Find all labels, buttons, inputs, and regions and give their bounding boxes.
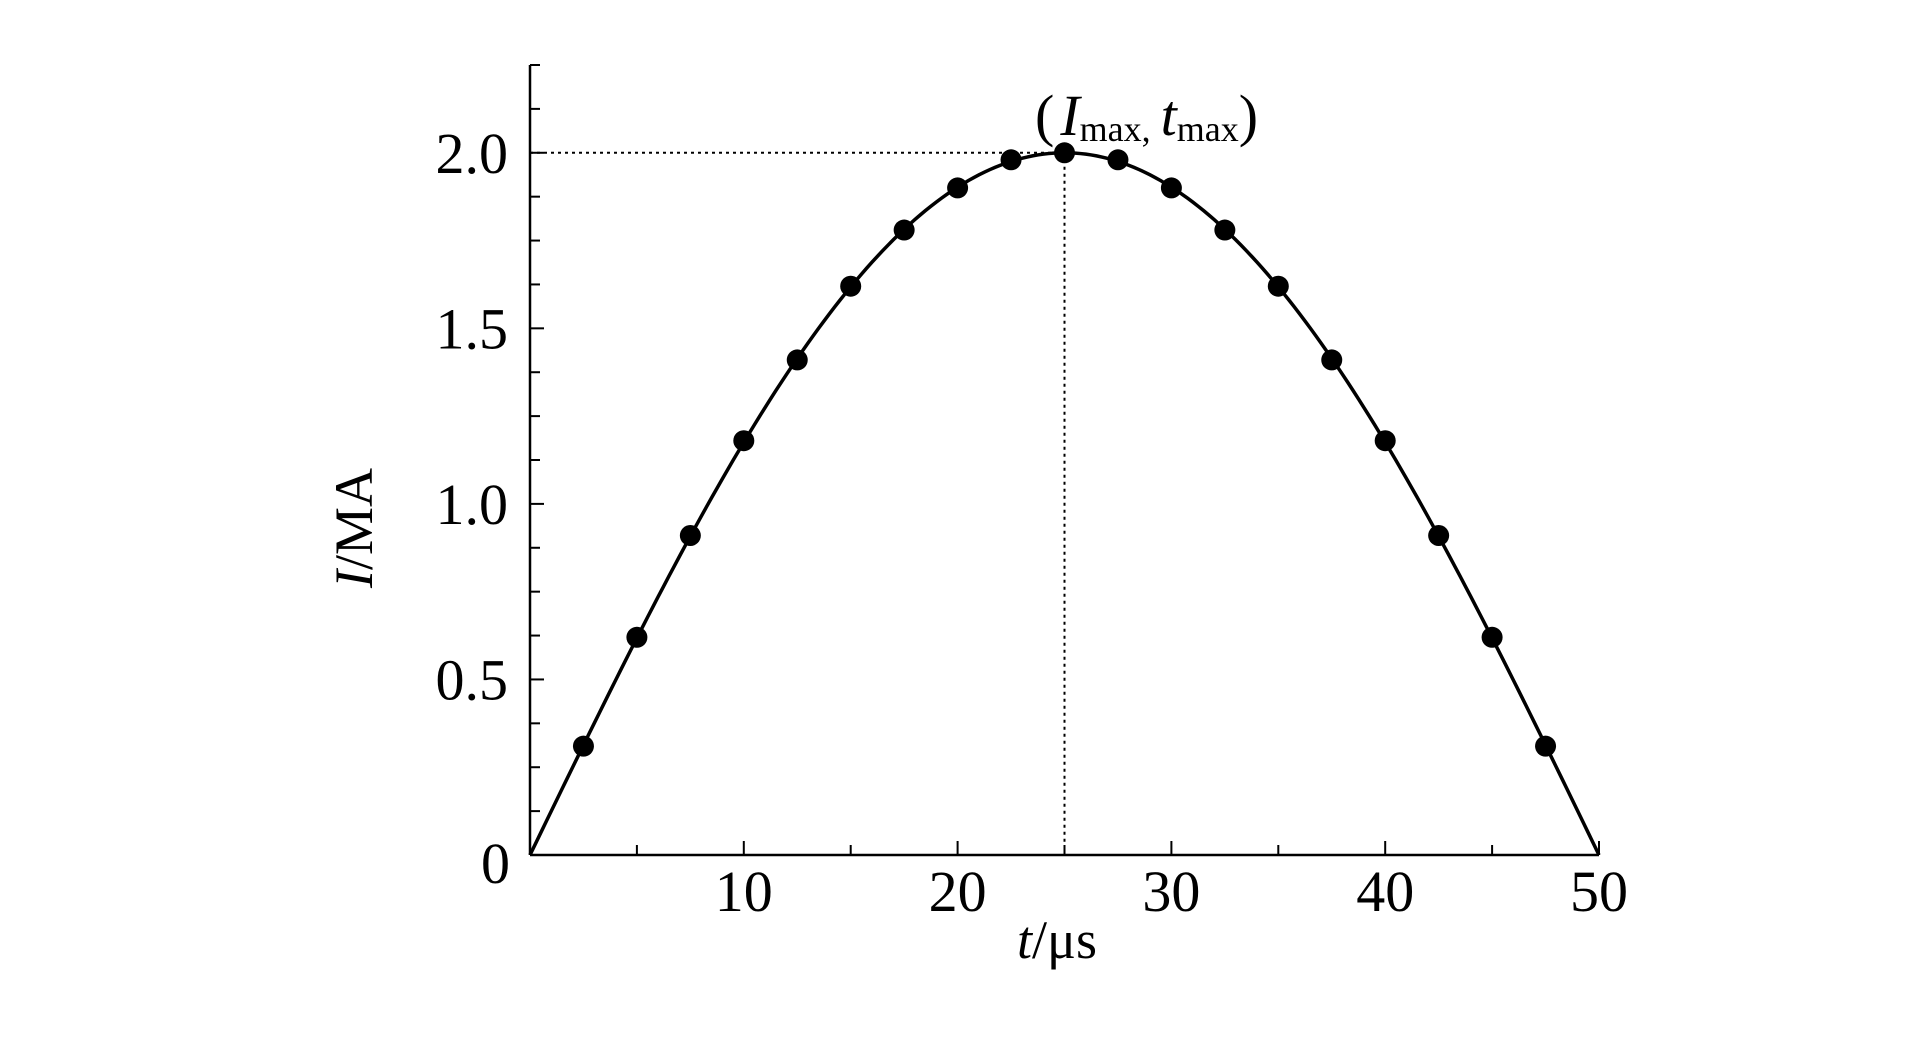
y-axis-var: I: [324, 567, 384, 589]
peak-annotation-sub1: max,: [1080, 109, 1151, 149]
plot-area: 0 0.5 1.0 1.5 2.0 10 20 30 40 50: [436, 64, 1628, 924]
y-tick-label: 1.0: [436, 472, 509, 537]
peak-annotation-open: (: [1035, 83, 1054, 148]
x-tick-label: 40: [1356, 859, 1414, 924]
data-point: [626, 626, 648, 648]
data-point: [786, 349, 808, 371]
x-axis-title: t/μs: [1017, 910, 1097, 970]
data-point: [1267, 275, 1289, 297]
data-point: [947, 177, 969, 199]
x-tick-label: 30: [1142, 859, 1200, 924]
data-point: [1374, 430, 1396, 452]
data-point: [1321, 349, 1343, 371]
x-tick-label: 50: [1570, 859, 1628, 924]
data-point: [840, 275, 862, 297]
data-point: [893, 219, 915, 241]
peak-annotation-var2: t: [1161, 83, 1179, 148]
data-point: [1535, 735, 1557, 757]
data-point: [572, 735, 594, 757]
peak-annotation: (Imax, tmax): [1035, 83, 1258, 149]
data-point: [1000, 149, 1022, 171]
data-point: [679, 524, 701, 546]
data-point: [1160, 177, 1182, 199]
data-point: [1054, 142, 1075, 164]
y-tick-label: 0: [481, 831, 510, 896]
peak-annotation-sub2: max: [1177, 109, 1239, 149]
y-axis-title: I/MA: [324, 468, 384, 589]
peak-annotation-var1: I: [1059, 83, 1082, 148]
peak-annotation-close: ): [1239, 83, 1258, 148]
y-tick-label: 2.0: [436, 121, 509, 186]
y-tick-label: 1.5: [436, 296, 509, 361]
x-axis-unit: /μs: [1032, 910, 1097, 970]
x-tick-label: 10: [715, 859, 773, 924]
x-axis-var: t: [1017, 910, 1034, 970]
data-point: [1481, 626, 1503, 648]
data-point: [1107, 149, 1129, 171]
data-point: [1428, 524, 1450, 546]
y-axis-unit: /MA: [324, 468, 384, 570]
data-point: [733, 430, 755, 452]
x-tick-label: 20: [929, 859, 987, 924]
y-tick-label: 0.5: [436, 647, 509, 712]
data-point: [1214, 219, 1236, 241]
